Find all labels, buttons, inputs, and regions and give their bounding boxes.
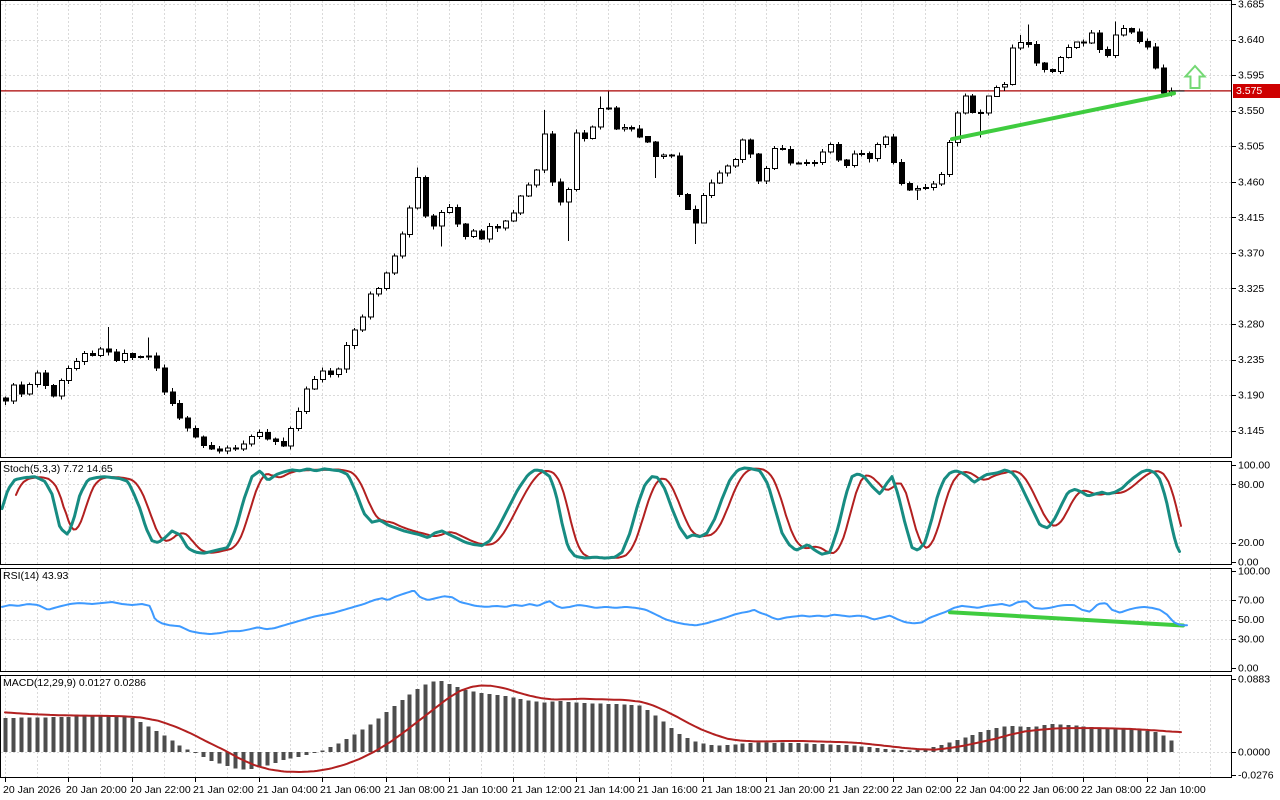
candles-layer	[3, 21, 1175, 455]
rsi-indicator-label: RSI(14) 43.93	[3, 570, 69, 582]
time-label: 22 Jan 06:00	[1018, 784, 1079, 796]
time-axis[interactable]: 20 Jan 2026 20 Jan 20:00 20 Jan 22:00 21 Ja…	[3, 778, 1206, 796]
stoch-tick-label: 20.00	[1238, 537, 1264, 549]
price-trendline[interactable]	[950, 91, 1176, 142]
time-label: 21 Jan 12:00	[511, 784, 572, 796]
stoch-k-line	[0, 466, 1181, 560]
price-tick-label: 3.685	[1238, 0, 1264, 11]
price-tick-label: 3.145	[1238, 425, 1264, 437]
price-tick-label: 3.505	[1238, 141, 1264, 153]
macd-tick-label: -0.0276	[1238, 770, 1274, 782]
time-label: 21 Jan 14:00	[574, 784, 635, 796]
rsi-line	[1, 590, 1188, 635]
rsi-tick-label: 30.00	[1238, 633, 1264, 645]
time-label: 22 Jan 02:00	[891, 784, 952, 796]
price-axis[interactable]: 3.685 3.640 3.595 3.550 3.505 3.460 3.415 3.370…	[1232, 0, 1274, 782]
price-tick-label: 3.235	[1238, 354, 1264, 366]
time-label: 21 Jan 04:00	[257, 784, 318, 796]
price-tick-label: 3.595	[1238, 70, 1264, 82]
time-label: 21 Jan 08:00	[384, 784, 445, 796]
time-label: 20 Jan 22:00	[130, 784, 191, 796]
stoch-tick-label: 100.00	[1238, 460, 1270, 472]
price-tick-label: 3.280	[1238, 319, 1264, 331]
price-tick-label: 3.370	[1238, 247, 1264, 259]
macd-tick-label: 0.0000	[1238, 747, 1270, 759]
time-label: 21 Jan 02:00	[193, 784, 254, 796]
macd-histogram	[3, 680, 1174, 770]
time-label: 22 Jan 08:00	[1081, 784, 1142, 796]
up-arrow-icon[interactable]	[1183, 64, 1207, 89]
price-tick-label: 3.325	[1238, 283, 1264, 295]
rsi-trendline[interactable]	[948, 610, 1185, 628]
stoch-tick-label: 80.00	[1238, 479, 1264, 491]
time-label: 21 Jan 22:00	[828, 784, 889, 796]
rsi-tick-label: 70.00	[1238, 595, 1264, 607]
horizontal-gridlines	[1, 4, 1231, 753]
time-label: 21 Jan 20:00	[764, 784, 825, 796]
time-label: 21 Jan 16:00	[637, 784, 698, 796]
price-tick-label: 3.460	[1238, 176, 1264, 188]
panel-borders	[0, 0, 1232, 778]
time-label: 22 Jan 10:00	[1145, 784, 1206, 796]
rsi-tick-label: 100.00	[1238, 566, 1270, 578]
time-label: 21 Jan 18:00	[701, 784, 762, 796]
price-tick-label: 3.550	[1238, 105, 1264, 117]
price-tick-label: 3.640	[1238, 34, 1264, 46]
price-tick-label: 3.190	[1238, 390, 1264, 402]
vertical-gridlines	[5, 1, 1211, 777]
time-label: 20 Jan 2026	[3, 784, 61, 796]
rsi-tick-label: 0.00	[1238, 663, 1259, 675]
current-price-badge: 3.575	[1233, 84, 1280, 98]
rsi-tick-label: 50.00	[1238, 614, 1264, 626]
macd-tick-label: 0.0883	[1238, 674, 1270, 686]
current-price-value: 3.575	[1236, 85, 1263, 97]
macd-signal-line	[4, 684, 1182, 773]
stoch-indicator-label: Stoch(5,3,3) 7.72 14.65	[3, 463, 113, 475]
price-tick-label: 3.415	[1238, 212, 1264, 224]
time-label: 22 Jan 04:00	[955, 784, 1016, 796]
stoch-tick-label: 0.00	[1238, 557, 1259, 569]
macd-indicator-label: MACD(12,29,9) 0.0127 0.0286	[3, 677, 147, 689]
time-label: 21 Jan 10:00	[447, 784, 508, 796]
time-label: 21 Jan 06:00	[320, 784, 381, 796]
time-label: 20 Jan 20:00	[66, 784, 127, 796]
